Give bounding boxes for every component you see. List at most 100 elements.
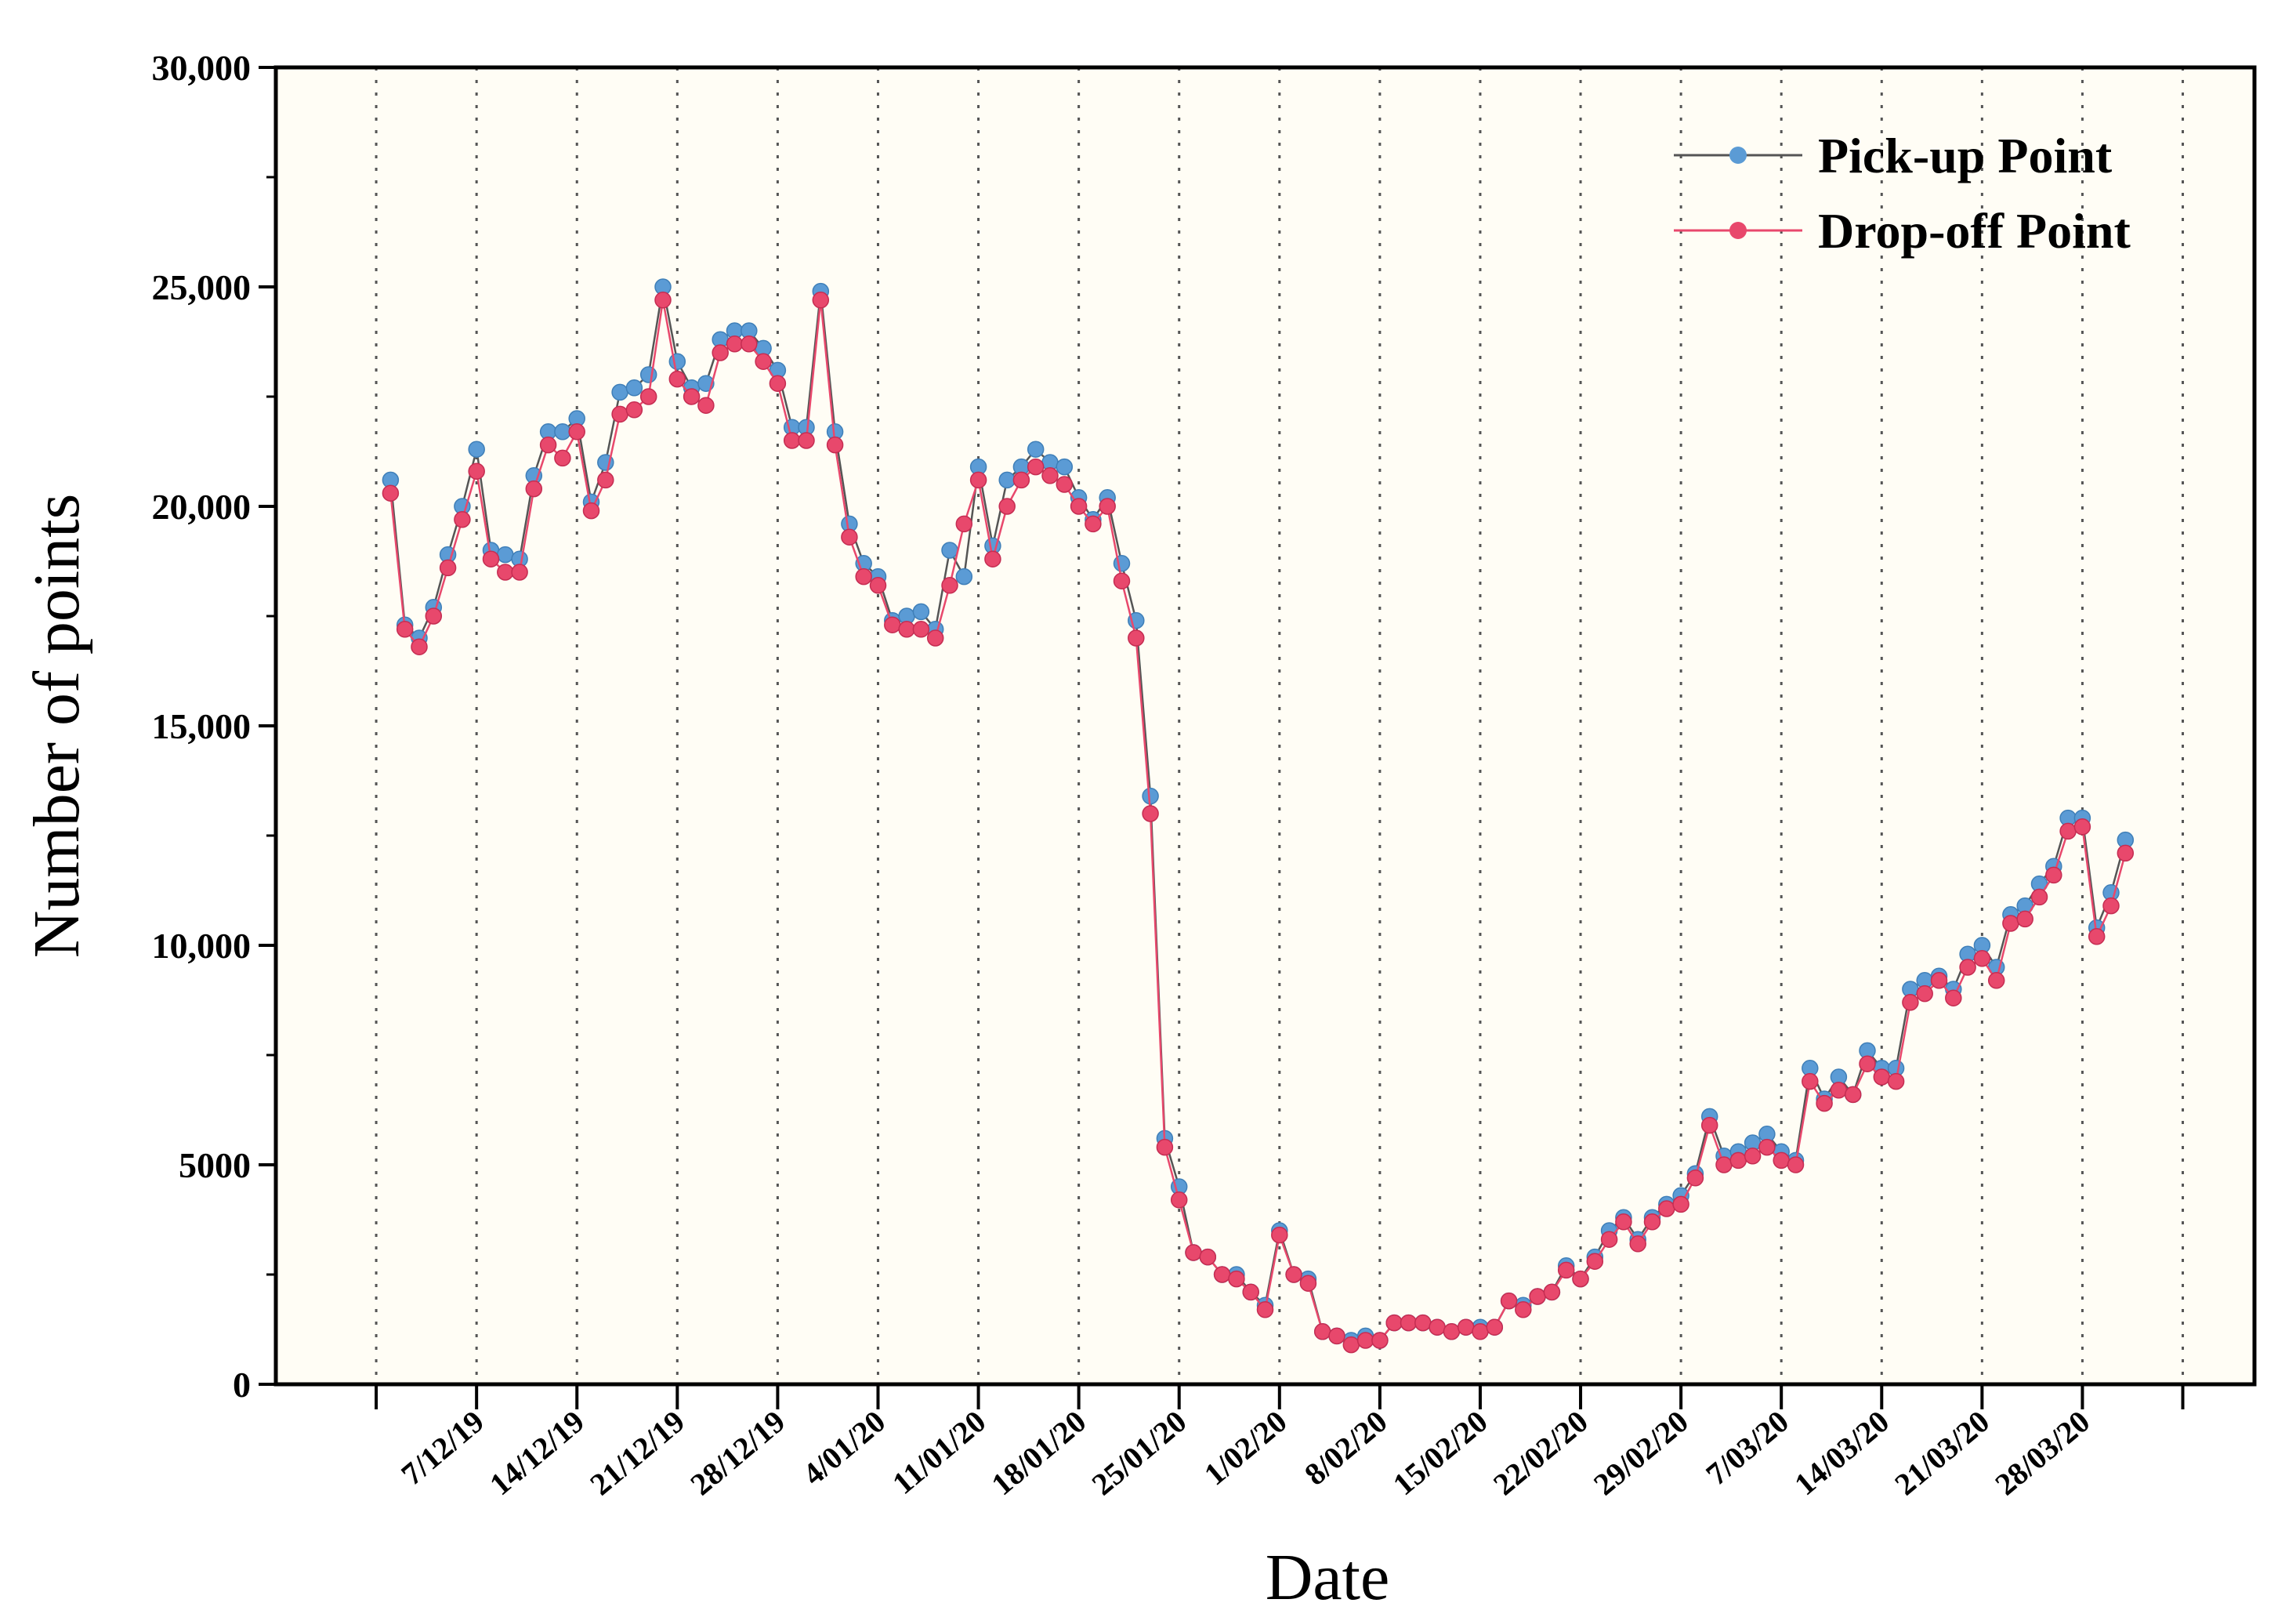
dropoff-point (525, 480, 543, 498)
dropoff-point (411, 638, 428, 655)
dropoff-point (1371, 1332, 1389, 1349)
dropoff-point (998, 498, 1016, 515)
dropoff-point (1256, 1301, 1274, 1318)
dropoff-point (1686, 1170, 1704, 1187)
dropoff-point (1643, 1213, 1661, 1231)
dropoff-point (1443, 1323, 1461, 1340)
dropoff-point (1600, 1231, 1618, 1248)
dropoff-point (926, 629, 944, 647)
pickup-point (639, 366, 657, 383)
dropoff-point (611, 405, 628, 423)
y-tick-label: 20,000 (152, 487, 252, 527)
x-tick-label: 22/02/20 (1487, 1403, 1595, 1502)
pickup-point (611, 383, 628, 401)
dropoff-point (1658, 1200, 1675, 1217)
dropoff-point (697, 397, 715, 414)
dropoff-point (1744, 1148, 1762, 1165)
dropoff-point (1213, 1266, 1231, 1283)
dropoff-point (755, 353, 772, 370)
dropoff-point (1457, 1318, 1475, 1336)
x-tick-label: 28/03/20 (1988, 1403, 2096, 1502)
x-tick-label: 14/03/20 (1787, 1403, 1896, 1502)
dropoff-point (1586, 1253, 1604, 1270)
dropoff-point (439, 559, 457, 577)
dropoff-point (1299, 1275, 1317, 1292)
pickup-point (912, 603, 930, 621)
dropoff-point (1041, 467, 1059, 484)
dropoff-point (1629, 1235, 1646, 1253)
dropoff-point (568, 423, 585, 441)
dropoff-point (396, 621, 414, 638)
y-tick-label: 10,000 (152, 926, 252, 966)
dropoff-point (1773, 1151, 1790, 1170)
dropoff-point (2016, 910, 2033, 928)
x-tick-label: 14/12/19 (483, 1403, 591, 1502)
pickup-point (998, 471, 1016, 489)
y-tick-label: 15,000 (152, 706, 252, 746)
pickup-point (625, 379, 643, 397)
legend-dropoff-label: Drop-off Point (1818, 203, 2131, 259)
pickup-point (468, 441, 485, 458)
dropoff-point (1385, 1314, 1403, 1332)
dropoff-point (1070, 498, 1088, 515)
dropoff-point (1199, 1248, 1217, 1266)
x-tick-label: 8/02/20 (1298, 1403, 1394, 1492)
dropoff-point (1342, 1336, 1360, 1354)
y-tick-label: 30,000 (152, 48, 252, 88)
dropoff-point (1887, 1072, 1905, 1090)
x-tick-label: 21/03/20 (1888, 1403, 1996, 1502)
dropoff-point (1557, 1261, 1575, 1279)
dropoff-point (1185, 1244, 1202, 1261)
dropoff-point (741, 335, 758, 353)
x-tick-label: 4/01/20 (796, 1403, 893, 1492)
y-tick-label: 5000 (179, 1145, 251, 1185)
dropoff-point (1945, 989, 1962, 1006)
dropoff-point (955, 515, 973, 533)
dropoff-point (712, 344, 729, 361)
dropoff-point (912, 621, 930, 638)
plot-area-background (276, 67, 2254, 1384)
dropoff-point (1959, 959, 1976, 976)
dropoff-point (1787, 1156, 1805, 1173)
dropoff-point (2002, 915, 2019, 932)
dropoff-point (1472, 1323, 1489, 1340)
dropoff-point (1414, 1314, 1432, 1332)
dropoff-point (1056, 476, 1074, 493)
dropoff-point (654, 292, 672, 309)
dropoff-point (1873, 1068, 1891, 1086)
dropoff-point (898, 621, 915, 638)
x-tick-label: 11/01/20 (885, 1403, 992, 1500)
series-layer (382, 278, 2135, 1354)
dropoff-point (1529, 1288, 1546, 1305)
dropoff-point (454, 511, 471, 528)
dropoff-point (1844, 1086, 1862, 1104)
x-tick-label: 21/12/19 (583, 1403, 691, 1502)
pickup-point (955, 568, 973, 586)
dropoff-point (1429, 1318, 1446, 1336)
x-tick-label: 7/03/20 (1699, 1403, 1795, 1492)
legend: Pick-up Point Drop-off Point (1674, 128, 2131, 259)
dropoff-point (1973, 950, 1991, 967)
dropoff-point (1758, 1138, 1776, 1156)
dropoff-point (2073, 818, 2091, 836)
dropoff-point (1500, 1292, 1518, 1310)
dropoff-point (1729, 1151, 1747, 1170)
dropoff-point (1987, 972, 2005, 989)
dropoff-point (1816, 1094, 1833, 1112)
dropoff-point (1400, 1314, 1418, 1332)
dropoff-point (769, 375, 787, 392)
dropoff-point (783, 432, 801, 449)
dropoff-point (984, 550, 1001, 568)
x-tick-label: 25/01/20 (1085, 1403, 1193, 1502)
dropoff-point (1615, 1213, 1632, 1231)
dropoff-point (1859, 1055, 1876, 1072)
legend-dropoff-marker (1729, 222, 1747, 239)
dropoff-point (683, 388, 701, 405)
dropoff-point (1700, 1116, 1718, 1134)
y-axis-title: Number of points (20, 494, 93, 959)
dropoff-point (1027, 458, 1045, 476)
y-axis: 0 5000 10,000 15,000 20,000 25,000 30,000 (152, 48, 276, 1405)
dropoff-point (1113, 572, 1131, 589)
legend-pickup-label: Pick-up Point (1818, 128, 2113, 183)
